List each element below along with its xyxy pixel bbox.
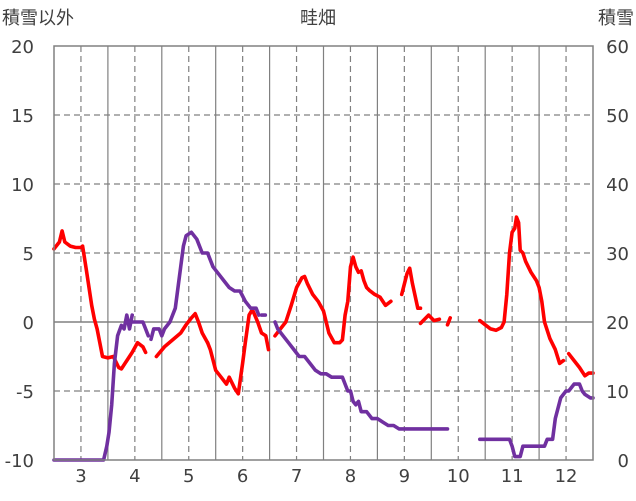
chart-title: 畦畑 [300,8,336,29]
right-tick-label-10: 10 [606,382,629,403]
right-tick-label-50: 50 [606,106,629,127]
x-tick-label-9: 9 [399,466,410,487]
x-tick-label-6: 6 [237,466,248,487]
left-tick-label-15: 15 [11,106,34,127]
right-axis-label: 積雪 [598,8,634,29]
left-tick-label-5: 5 [23,244,34,265]
series-0-segment-9 [566,351,595,378]
left-axis-tick-labels: -10 -5 0 5 10 15 20 [5,37,34,472]
x-tick-label-10: 10 [447,466,470,487]
right-tick-label-40: 40 [606,175,629,196]
right-tick-label-30: 30 [606,244,629,265]
x-axis-tick-labels: 3 4 5 6 7 8 9 10 11 12 [75,466,577,487]
x-tick-label-8: 8 [345,466,356,487]
series-0-segment-7 [445,316,452,327]
series-0-segment-4 [359,269,393,308]
series-0-segment-8 [478,215,566,366]
series-0-segment-5 [399,266,423,310]
series-1-segment-1 [130,320,151,338]
series-0-segment-2 [205,307,271,396]
x-tick-label-3: 3 [75,466,86,487]
series-1-segment-4 [273,320,450,431]
series-1-segment-5 [478,382,595,459]
right-tick-label-0: 0 [618,451,629,472]
left-tick-label--10: -10 [5,451,34,472]
left-axis-label: 積雪以外 [2,8,74,29]
x-tick-label-11: 11 [501,466,524,487]
right-tick-label-60: 60 [606,37,629,58]
left-tick-label-10: 10 [11,175,34,196]
right-tick-label-20: 20 [606,313,629,334]
vertical-gridlines [80,46,567,460]
left-tick-label-20: 20 [11,37,34,58]
x-tick-label-5: 5 [183,466,194,487]
series-1-segment-0 [52,313,134,462]
x-tick-label-4: 4 [129,466,140,487]
series-0-segment-3 [273,255,361,345]
x-tick-label-7: 7 [291,466,302,487]
right-axis-tick-labels: 0 10 20 30 40 50 60 [606,37,629,472]
series-0-segment-6 [418,313,442,326]
left-tick-label-0: 0 [23,313,34,334]
series-0-segment-0 [52,229,148,371]
series-layer [52,215,595,462]
left-tick-label--5: -5 [16,382,34,403]
x-tick-label-12: 12 [555,466,578,487]
plot-frame [53,45,594,461]
series-0-segment-1 [154,311,210,359]
series-1-segment-2 [149,230,261,342]
